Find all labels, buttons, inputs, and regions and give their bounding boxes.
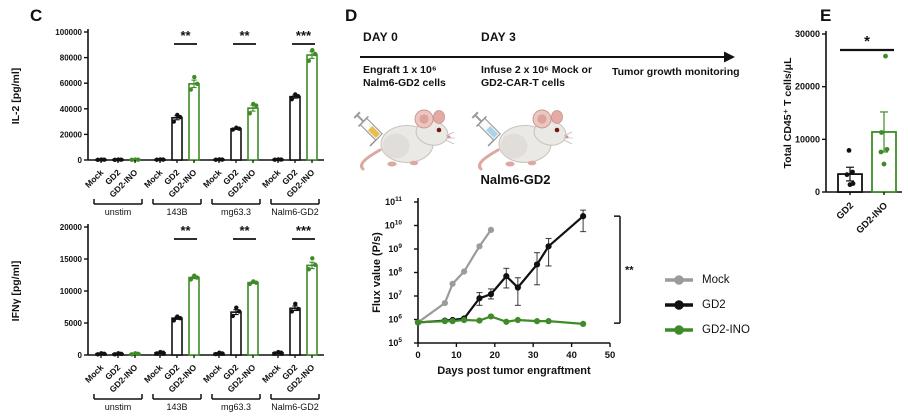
svg-text:Mock: Mock [83, 167, 106, 190]
svg-text:40000: 40000 [60, 105, 83, 114]
svg-text:80000: 80000 [60, 54, 83, 63]
svg-text:Mock: Mock [83, 362, 106, 385]
svg-text:Mock: Mock [260, 362, 283, 385]
panel-c-label: C [30, 6, 43, 25]
svg-text:100000: 100000 [55, 28, 82, 37]
mouse-eye [554, 127, 560, 133]
flux-legend: Mock GD2 GD2-INO [664, 274, 750, 336]
svg-text:Mock: Mock [201, 167, 224, 190]
svg-text:GD2: GD2 [835, 200, 857, 222]
svg-text:**: ** [239, 223, 250, 238]
svg-text:143B: 143B [166, 402, 187, 412]
svg-text:Days post tumor engraftment: Days post tumor engraftment [437, 365, 591, 377]
svg-text:**: ** [625, 265, 634, 277]
svg-text:unstim: unstim [105, 207, 132, 217]
svg-text:20: 20 [490, 350, 501, 361]
svg-text:1011: 1011 [385, 196, 402, 207]
svg-text:107: 107 [388, 290, 402, 301]
svg-text:108: 108 [388, 267, 402, 278]
timeline-monitoring-label: Tumor growth monitoring [612, 66, 740, 78]
legend-item-gd2: GD2 [664, 299, 750, 311]
syringe-liquid [368, 126, 381, 139]
timeline-day3-desc: Infuse 2 x 10⁶ Mock or GD2-CAR-T cells [481, 64, 593, 89]
svg-text:30000: 30000 [795, 29, 820, 39]
svg-text:IFNγ [pg/ml]: IFNγ [pg/ml] [10, 261, 22, 322]
svg-text:0: 0 [815, 187, 820, 197]
flux-chart-title: Nalm6-GD2 [480, 172, 551, 187]
mouse-illustration-day0 [353, 109, 455, 171]
flux-line-chart: 105 106 107 108 109 1010 1011 0 10 20 30 40 50 Days p… [371, 196, 634, 377]
legend-marker-mock [665, 275, 693, 285]
svg-text:GD2-INO: GD2-INO [854, 200, 890, 236]
legend-marker-gd2-ino [665, 325, 693, 335]
svg-text:143B: 143B [166, 207, 187, 217]
timeline-day3-title: DAY 3 [481, 30, 517, 44]
legend-item-gd2-ino: GD2-INO [664, 324, 750, 336]
mouse-eye [436, 127, 442, 133]
svg-text:**: ** [180, 28, 191, 43]
timeline-day0-title: DAY 0 [363, 30, 399, 44]
svg-text:Flux value (P/s): Flux value (P/s) [371, 232, 383, 313]
cd45-bar-chart: 0 10000 20000 30000 Total CD45⁺ T cells/μL GD… [782, 29, 902, 236]
legend-item-mock: Mock [664, 274, 750, 286]
svg-text:40: 40 [566, 350, 577, 361]
svg-text:IL-2 [pg/ml]: IL-2 [pg/ml] [10, 68, 22, 125]
svg-text:**: ** [239, 28, 250, 43]
svg-text:109: 109 [388, 243, 402, 254]
svg-text:60000: 60000 [60, 79, 83, 88]
svg-text:10000: 10000 [60, 287, 83, 296]
svg-text:**: ** [180, 223, 191, 238]
svg-text:10000: 10000 [795, 134, 820, 144]
svg-text:15000: 15000 [60, 255, 83, 264]
svg-text:Mock: Mock [142, 167, 165, 190]
svg-text:105: 105 [388, 337, 402, 348]
svg-text:1010: 1010 [385, 220, 403, 231]
svg-text:mg63.3: mg63.3 [221, 207, 251, 217]
svg-text:Nalm6-GD2: Nalm6-GD2 [271, 207, 319, 217]
svg-text:Mock: Mock [201, 362, 224, 385]
svg-text:Mock: Mock [260, 167, 283, 190]
svg-text:*: * [864, 33, 870, 50]
panel-e-label: E [820, 6, 832, 25]
svg-text:Mock: Mock [142, 362, 165, 385]
syringe-icon [471, 111, 501, 147]
svg-text:***: *** [296, 28, 312, 43]
timeline-day0-desc: Engraft 1 x 10⁶ Nalm6-GD2 cells [363, 64, 446, 89]
svg-text:mg63.3: mg63.3 [221, 402, 251, 412]
svg-text:10: 10 [451, 350, 462, 361]
mouse-tail [478, 148, 500, 171]
mouse-tail [360, 148, 382, 171]
svg-text:106: 106 [388, 314, 402, 325]
svg-text:Total CD45⁺ T cells/μL: Total CD45⁺ T cells/μL [782, 57, 794, 169]
svg-text:0: 0 [78, 156, 83, 165]
svg-text:50: 50 [605, 350, 616, 361]
svg-text:Nalm6-GD2: Nalm6-GD2 [271, 402, 319, 412]
syringe-icon [353, 111, 383, 147]
svg-text:unstim: unstim [105, 402, 132, 412]
svg-text:0: 0 [78, 351, 83, 360]
svg-text:0: 0 [415, 350, 420, 361]
svg-text:20000: 20000 [795, 82, 820, 92]
svg-text:20000: 20000 [60, 223, 83, 232]
syringe-liquid [486, 126, 499, 139]
legend-marker-gd2 [665, 300, 693, 310]
mouse-illustration-day3 [471, 109, 573, 171]
timeline-arrow [360, 51, 735, 63]
svg-text:***: *** [296, 223, 312, 238]
panel-d-label: D [345, 6, 358, 25]
svg-text:30: 30 [528, 350, 539, 361]
svg-text:20000: 20000 [60, 130, 83, 139]
il2-bar-chart: 0 20000 40000 60000 80000 100000 IL-2 [pg/ml] M… [10, 28, 324, 217]
svg-text:5000: 5000 [64, 319, 82, 328]
